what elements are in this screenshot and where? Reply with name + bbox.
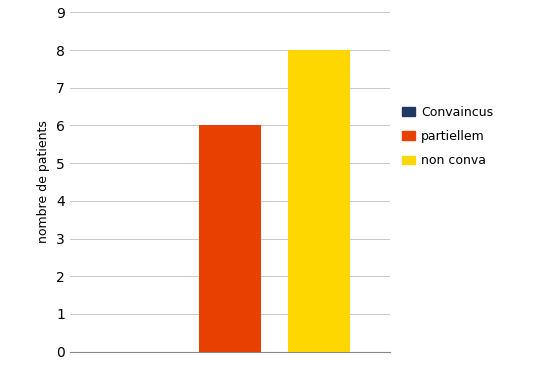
Bar	[288, 50, 350, 352]
Bar	[199, 126, 261, 352]
Legend: Convaincus, partiellem, non conva: Convaincus, partiellem, non conva	[399, 103, 495, 170]
Y-axis label: nombre de patients: nombre de patients	[37, 121, 50, 243]
